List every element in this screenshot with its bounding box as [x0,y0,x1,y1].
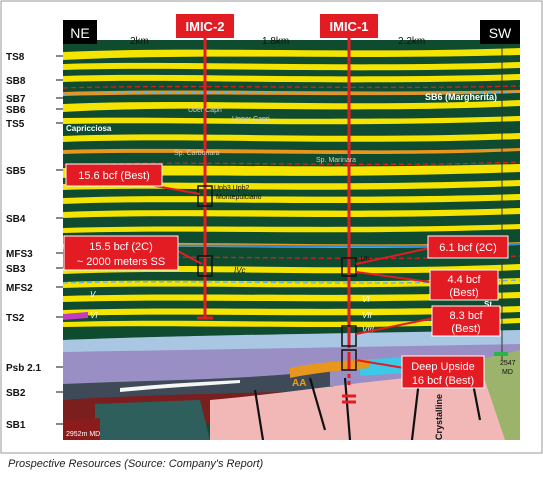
callout-deep-upside-line1: Deep Upside [411,361,475,373]
horizon-sb7: SB7 [6,94,26,105]
horizon-mfs2: MFS2 [6,283,33,294]
horizon-sb6: SB6 [6,105,26,116]
horizon-ts8: TS8 [6,52,25,63]
horizon-sb5: SB5 [6,166,26,177]
horizon-ts2: TS2 [6,313,25,324]
label-st: St. [484,300,494,309]
label-viii: VIII [362,325,375,334]
horizon-mfs3: MFS3 [6,249,33,260]
label-montepulciano: Montepulciano [216,194,262,201]
callout-4-4-bcf-line1: 4.4 bcf [447,274,481,286]
callout-15-5-bcf-line1: 15.5 bcf (2C) [89,241,153,253]
well-imic-1: IMIC-1 [320,14,378,404]
label-aa: AA [292,378,306,389]
label-md-left: 2952m MD [66,431,100,438]
horizon-sb8: SB8 [6,76,26,87]
label-md-right-1: 2547 [500,360,516,367]
label-capricciosa: Capricciosa [66,124,112,133]
label-sp-carbonara: Sp. Carbonara [174,150,220,157]
callout-8-3-bcf-line1: 8.3 bcf [449,310,483,322]
callout-15-6-bcf: 15.6 bcf (Best) [78,170,150,182]
horizon-sb2: SB2 [6,388,26,399]
label-crystalline: Crystalline [434,394,444,440]
label-vii: VII [362,311,373,320]
label-sp-marinara: Sp. Marinara [316,157,356,164]
distance-1: 2km [130,36,149,47]
label-upb3: Upb3 Upb2 [214,185,250,192]
callout-8-3-bcf-line2: (Best) [451,323,480,335]
label-v: V [90,290,96,299]
direction-ne: NE [70,25,89,41]
label-uber-capri: Uber Capri [188,107,222,114]
horizon-sb1: SB1 [6,420,26,431]
callout-4-4-bcf-line2: (Best) [449,287,478,299]
horizon-ts5: TS5 [6,119,25,130]
figure-caption: Prospective Resources (Source: Company's… [8,458,264,470]
label-md-right-2: MD [502,369,513,376]
label-vi-right: VI [362,295,370,304]
distance-2: 1.8km [262,36,289,47]
label-vb: Vb [360,255,370,264]
well-imic-1-label: IMIC-1 [330,19,369,34]
callout-15-5-bcf-line2: ~ 2000 meters SS [77,256,165,268]
horizon-sb4: SB4 [6,214,26,225]
callout-deep-upside-line2: 16 bcf (Best) [412,375,474,387]
distance-3: 2.2km [398,36,425,47]
callout-6-1-bcf: 6.1 bcf (2C) [439,242,496,254]
label-ivc: IVc [234,266,246,275]
label-sb6-margherita: SB6 (Margherita) [425,92,497,102]
label-upper-capri: Upper Capri [232,116,270,123]
well-imic-2: IMIC-2 [176,14,234,320]
direction-sw: SW [489,25,512,41]
horizon-sb3: SB3 [6,264,26,275]
horizon-psb21: Psb 2.1 [6,363,41,374]
well-imic-2-label: IMIC-2 [186,19,225,34]
label-vi-left: VI [90,311,98,320]
